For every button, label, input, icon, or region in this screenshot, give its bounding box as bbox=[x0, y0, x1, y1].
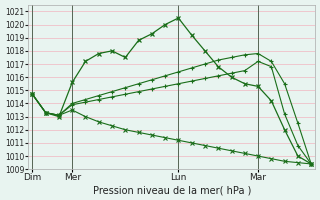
X-axis label: Pression niveau de la mer( hPa ): Pression niveau de la mer( hPa ) bbox=[92, 185, 251, 195]
